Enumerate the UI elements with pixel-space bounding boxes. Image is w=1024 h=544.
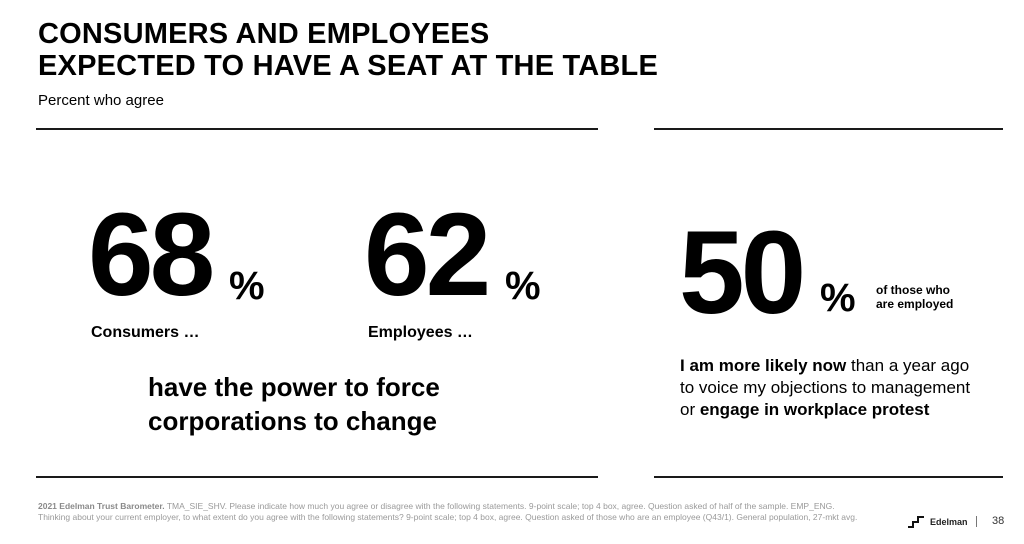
logo-text: Edelman (930, 517, 968, 527)
consumers-label: Consumers … (91, 324, 200, 341)
employed-statement: I am more likely now than a year ago to … (680, 355, 980, 421)
statement-bold-2: engage in workplace protest (699, 400, 930, 419)
employees-value: 62 (364, 189, 491, 321)
footer-separator (976, 516, 977, 527)
bottom-left-divider (36, 476, 598, 478)
edelman-logo-icon (908, 516, 924, 528)
page-number: 38 (992, 515, 1005, 527)
shared-statement-line-1: have the power to force (148, 372, 440, 402)
shared-statement: have the power to force corporations to … (148, 370, 440, 438)
consumers-value: 68 (88, 189, 215, 321)
source-footnote: 2021 Edelman Trust Barometer. TMA_SIE_SH… (38, 501, 868, 522)
employed-note-line-1: of those who (876, 283, 950, 297)
top-right-divider (654, 128, 1003, 130)
employed-note-line-2: are employed (876, 297, 954, 311)
statement-text: than a year ago to voice my objections t… (680, 356, 971, 419)
employees-label: Employees … (368, 324, 473, 341)
employees-percent-sign: % (505, 264, 541, 308)
slide-subtitle: Percent who agree (38, 92, 164, 109)
slide-title: CONSUMERS AND EMPLOYEES EXPECTED TO HAVE… (38, 18, 658, 82)
edelman-logo: Edelman (906, 514, 968, 530)
footnote-source: 2021 Edelman Trust Barometer. (38, 501, 165, 511)
employed-note: of those who are employed (876, 283, 953, 311)
footnote-text: TMA_SIE_SHV. Please indicate how much yo… (38, 501, 858, 522)
statement-bold-1: I am more likely now (680, 356, 847, 375)
bottom-right-divider (654, 476, 1003, 478)
title-line-1: CONSUMERS AND EMPLOYEES (38, 18, 490, 50)
employed-value: 50 (679, 207, 806, 339)
shared-statement-line-2: corporations to change (148, 406, 437, 436)
employed-percent-sign: % (820, 276, 856, 320)
top-left-divider (36, 128, 598, 130)
title-line-2: EXPECTED TO HAVE A SEAT AT THE TABLE (38, 50, 658, 82)
consumers-percent-sign: % (229, 264, 265, 308)
